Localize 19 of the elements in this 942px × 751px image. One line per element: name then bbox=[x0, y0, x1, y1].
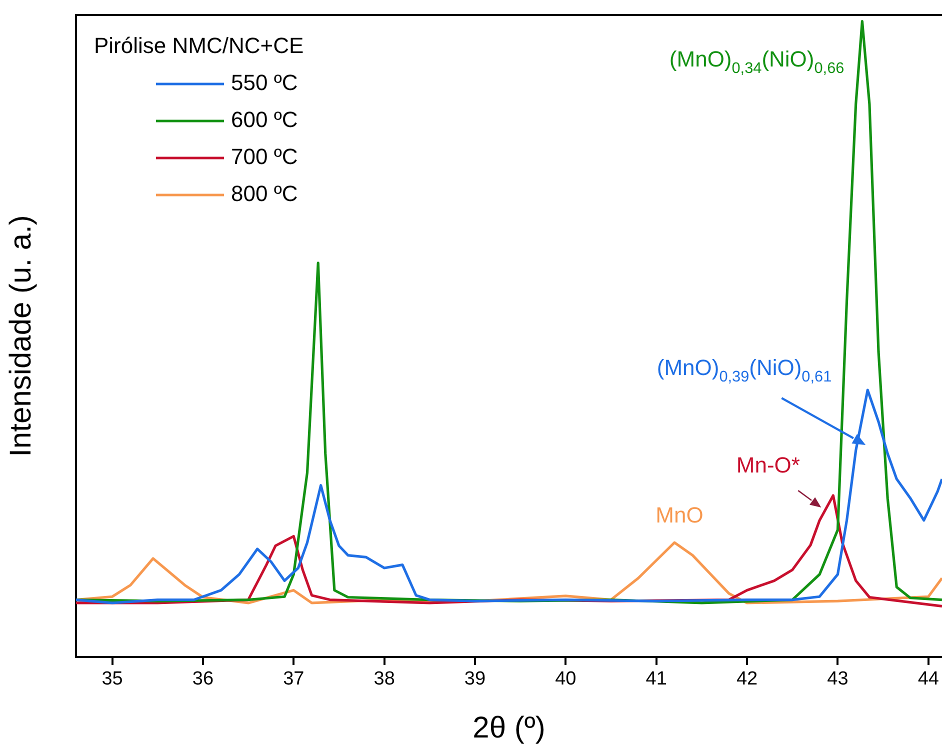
legend-label: 800 ºC bbox=[231, 181, 298, 206]
x-tick-label: 38 bbox=[374, 668, 395, 690]
x-tick-label: 43 bbox=[827, 668, 848, 690]
legend-label: 550 ºC bbox=[231, 70, 298, 96]
x-tick-label: 36 bbox=[192, 668, 214, 690]
x-tick-label: 41 bbox=[646, 668, 667, 690]
y-axis-title: Intensidade (u. a.) bbox=[4, 215, 38, 457]
x-tick-label: 40 bbox=[555, 668, 576, 690]
x-tick-label: 35 bbox=[102, 668, 123, 690]
x-tick-label: 44 bbox=[918, 668, 940, 690]
x-tick-label: 39 bbox=[464, 668, 486, 690]
legend-label: 700 ºC bbox=[231, 144, 298, 170]
x-tick-label: 42 bbox=[736, 668, 758, 690]
annotation: Mn-O* bbox=[736, 452, 800, 478]
x-tick-label: 37 bbox=[283, 668, 304, 690]
annotation: MnO bbox=[656, 502, 704, 528]
legend-label: 600 ºC bbox=[231, 107, 298, 132]
x-axis-title: 2θ (º) bbox=[472, 711, 546, 744]
legend-title: Pirólise NMC/NC+CE bbox=[94, 33, 304, 58]
